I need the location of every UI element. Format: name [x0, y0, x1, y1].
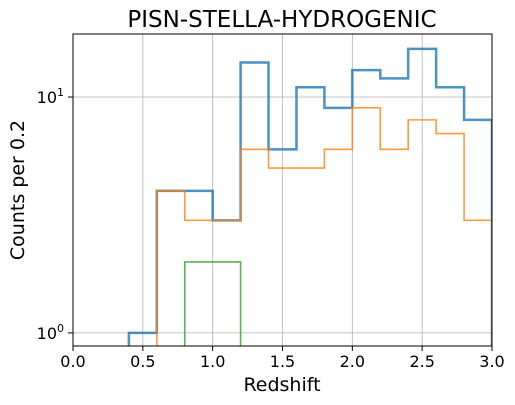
x-tick-label: 1.5: [270, 352, 295, 371]
x-tick-label: 3.0: [479, 352, 504, 371]
x-tick-label: 2.0: [340, 352, 365, 371]
y-axis-label: Counts per 0.2: [7, 120, 29, 260]
histogram-series-1: [156, 107, 492, 346]
histogram-series-2: [183, 261, 242, 346]
x-tick-label: 0.0: [60, 352, 85, 371]
x-tick-label: 0.5: [130, 352, 155, 371]
histogram-series-0: [127, 47, 492, 346]
y-tick-label: 101: [37, 86, 64, 107]
chart-title: PISN-STELLA-HYDROGENIC: [127, 7, 436, 33]
histogram-series: [127, 47, 492, 346]
x-tick-label: 2.5: [409, 352, 434, 371]
grid-lines: [72, 34, 493, 346]
x-axis-label: Redshift: [243, 374, 320, 396]
axis-ticks: 0.0 0.5 1.0 1.5 2.0 2.5 3.0 100 101: [37, 86, 505, 371]
y-tick-label: 100: [37, 322, 64, 343]
x-tick-label: 1.0: [200, 352, 225, 371]
